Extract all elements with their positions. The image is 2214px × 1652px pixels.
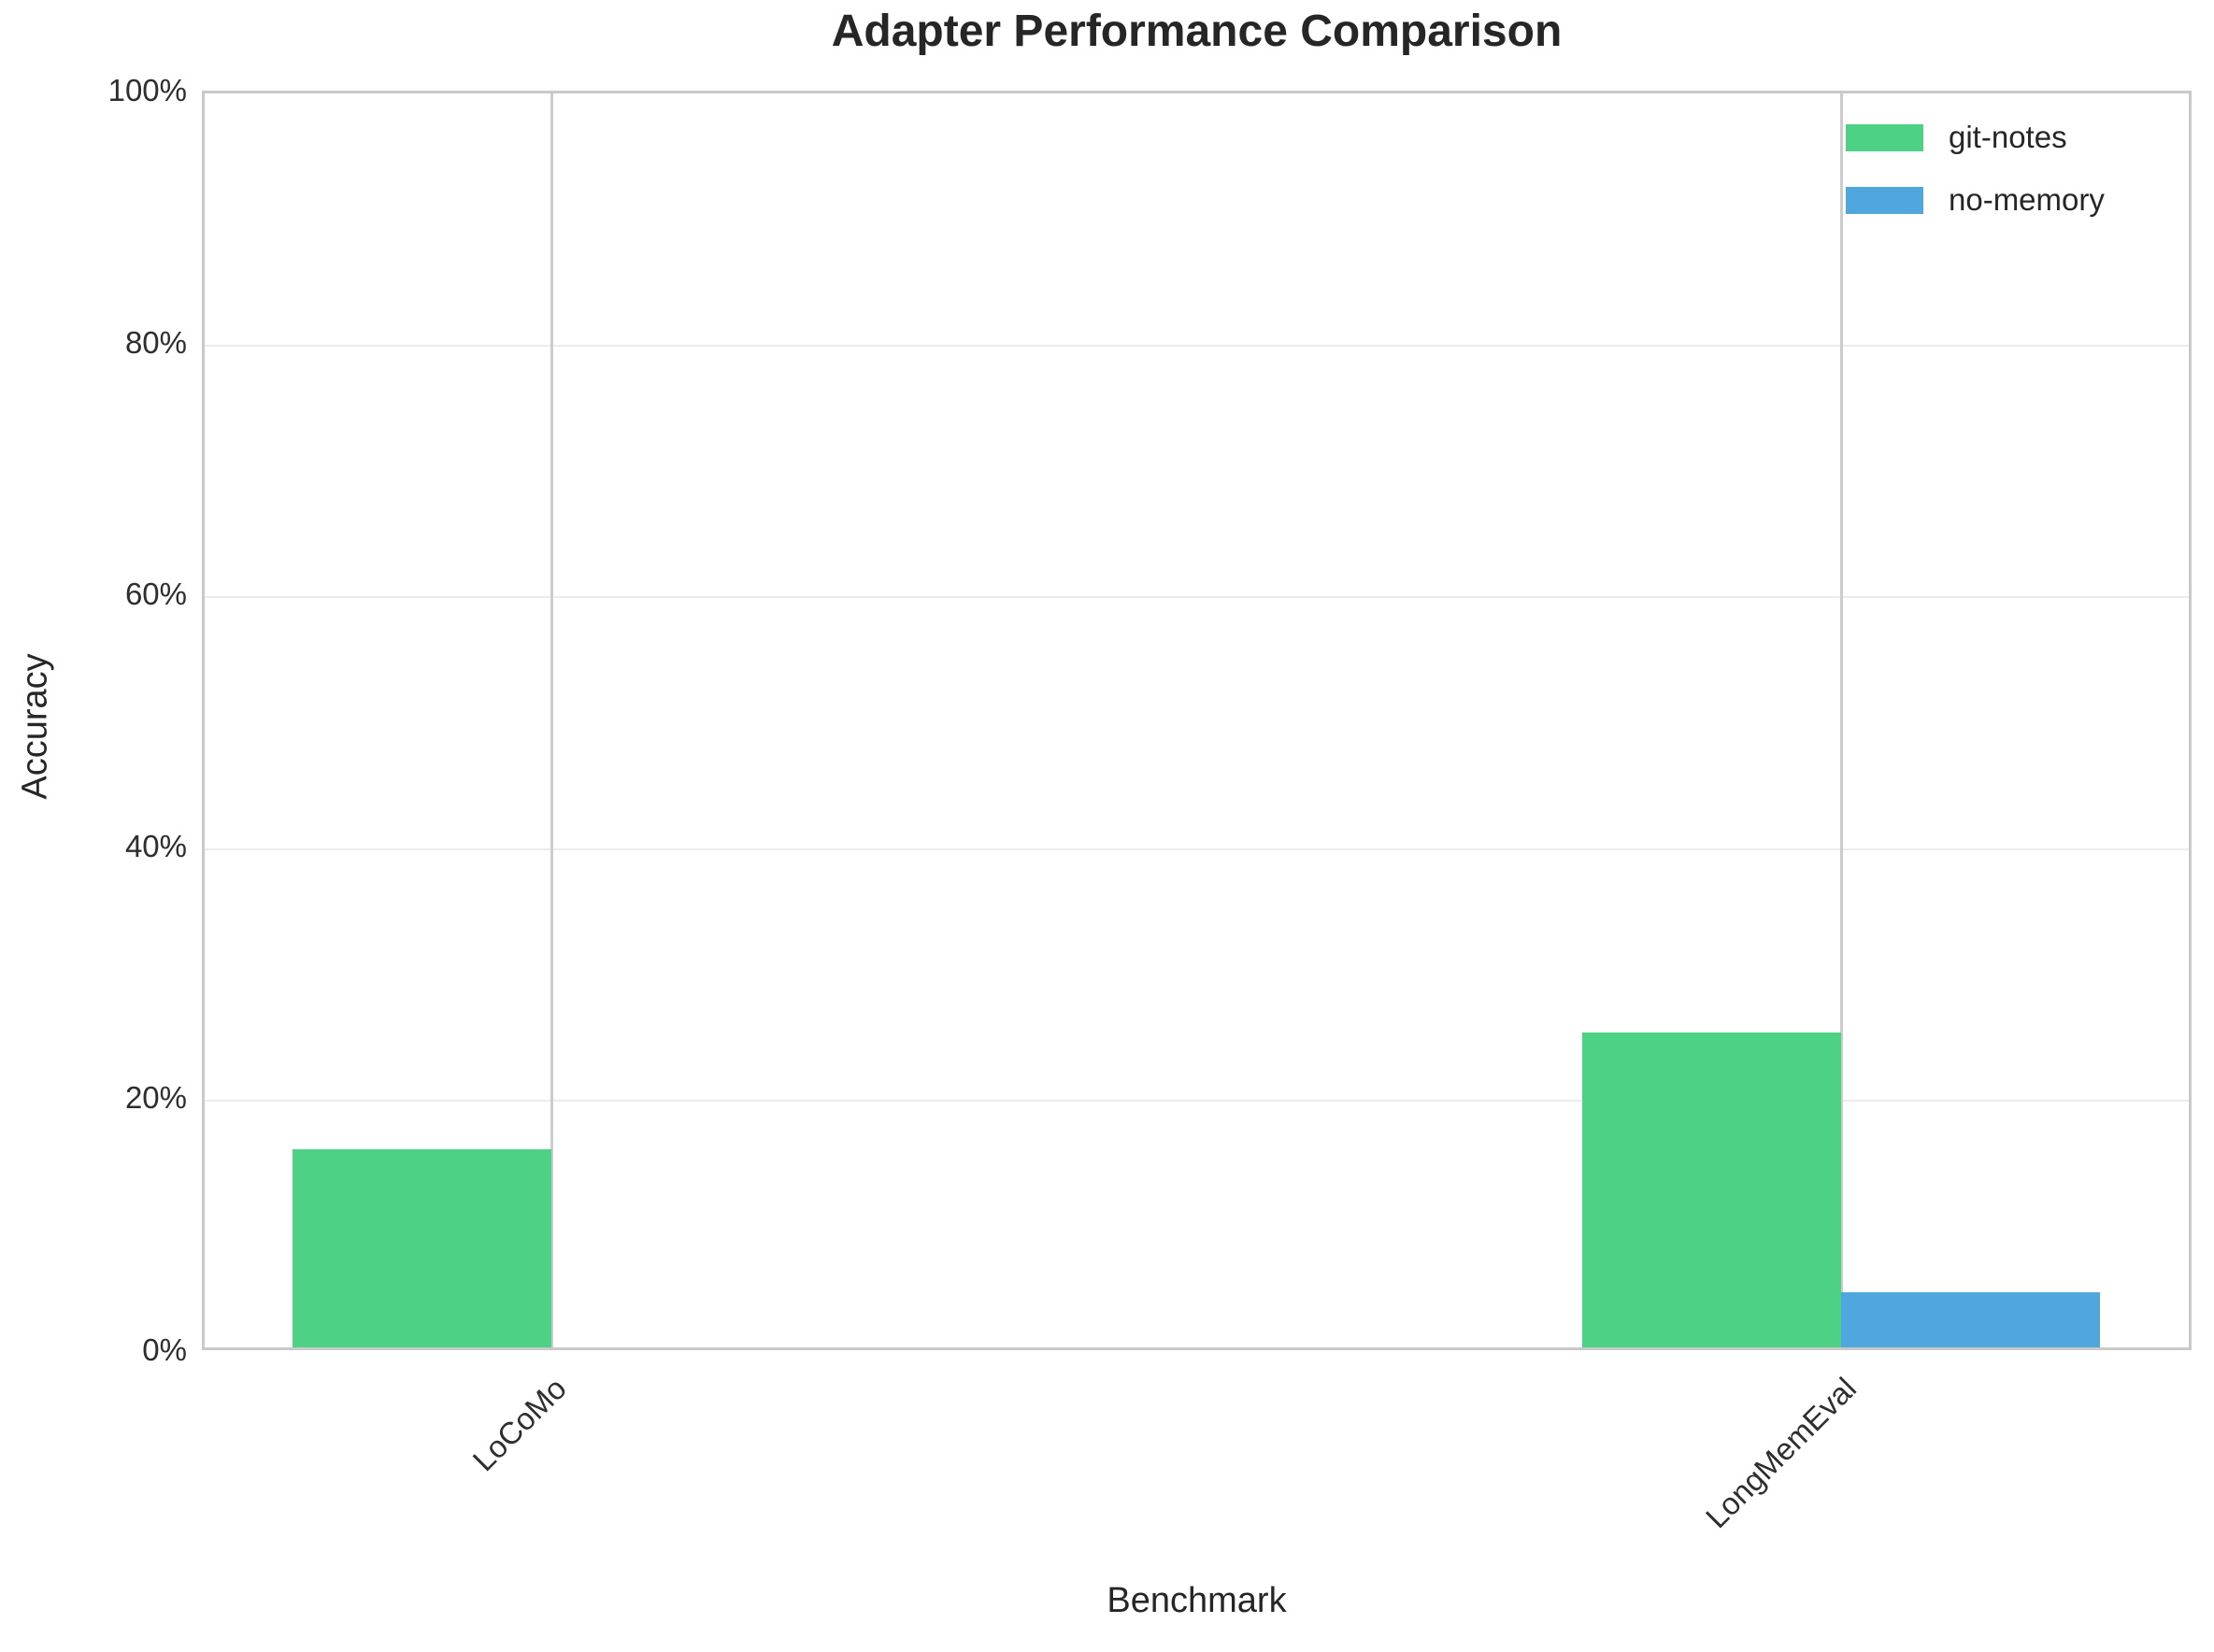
gridline-horizontal (205, 596, 2189, 599)
y-tick-label: 40% (124, 828, 187, 863)
plot-area (202, 91, 2192, 1350)
legend-swatch-git-notes-icon (1846, 123, 1923, 151)
legend: git-notes no-memory (1846, 120, 2105, 218)
y-tick-label: 60% (124, 577, 187, 612)
gridline-vertical (550, 93, 553, 1347)
y-tick-label: 20% (124, 1080, 187, 1116)
legend-item-git-notes: git-notes (1846, 120, 2105, 155)
x-axis-label: Benchmark (1107, 1581, 1287, 1620)
bar-no-memory-LongMemEval (1841, 1291, 2101, 1347)
legend-item-no-memory: no-memory (1846, 182, 2105, 218)
gridline-horizontal (205, 1100, 2189, 1103)
y-tick-label: 0% (142, 1332, 187, 1367)
legend-label-git-notes: git-notes (1949, 120, 2067, 154)
gridline-horizontal (205, 847, 2189, 850)
x-tick-label-LoCoMo: LoCoMo (465, 1371, 574, 1478)
y-axis-label: Accuracy (15, 653, 55, 800)
legend-label-no-memory: no-memory (1949, 182, 2105, 217)
y-tick-label: 80% (124, 324, 187, 360)
y-tick-label: 100% (107, 73, 187, 107)
bar-git-notes-LoCoMo (293, 1149, 552, 1347)
chart-title: Adapter Performance Comparison (831, 7, 1563, 56)
gridline-horizontal (205, 344, 2189, 347)
legend-swatch-no-memory-icon (1846, 186, 1923, 214)
bar-git-notes-LongMemEval (1582, 1032, 1842, 1347)
x-tick-label-LongMemEval: LongMemEval (1698, 1371, 1864, 1535)
gridline-vertical (1839, 93, 1843, 1347)
